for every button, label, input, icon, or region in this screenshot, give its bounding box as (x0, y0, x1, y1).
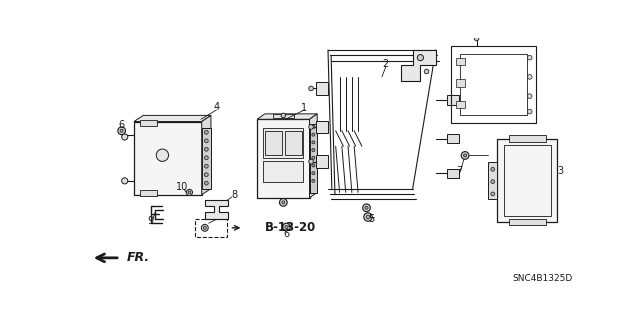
Circle shape (156, 149, 168, 161)
Circle shape (204, 181, 208, 185)
Polygon shape (316, 121, 328, 133)
Circle shape (424, 69, 429, 74)
Circle shape (461, 152, 469, 159)
Polygon shape (202, 116, 211, 195)
Text: B-13-20: B-13-20 (265, 221, 316, 234)
Circle shape (281, 113, 285, 118)
Circle shape (417, 55, 424, 61)
Circle shape (122, 178, 128, 184)
Circle shape (312, 141, 315, 144)
Text: 6: 6 (284, 229, 289, 239)
Circle shape (474, 36, 479, 41)
Circle shape (120, 129, 123, 132)
Polygon shape (257, 119, 310, 198)
Polygon shape (134, 116, 211, 122)
Circle shape (204, 173, 208, 177)
Text: FR.: FR. (126, 251, 149, 264)
Polygon shape (263, 129, 303, 158)
Circle shape (312, 133, 315, 136)
Polygon shape (316, 156, 328, 168)
Polygon shape (265, 131, 282, 155)
Circle shape (312, 148, 315, 152)
Circle shape (527, 109, 532, 114)
Text: 7: 7 (456, 166, 462, 176)
Polygon shape (447, 169, 459, 178)
Polygon shape (257, 114, 317, 119)
Text: 5: 5 (368, 213, 374, 224)
Polygon shape (447, 134, 459, 143)
Circle shape (280, 198, 287, 206)
Circle shape (204, 226, 206, 229)
Text: 2: 2 (383, 59, 389, 69)
Circle shape (283, 223, 291, 231)
Circle shape (204, 139, 208, 143)
Polygon shape (456, 101, 465, 108)
Circle shape (118, 127, 125, 135)
Circle shape (312, 125, 315, 129)
Text: 6: 6 (118, 120, 125, 131)
Circle shape (188, 191, 191, 194)
Circle shape (204, 156, 208, 160)
Circle shape (463, 154, 467, 157)
Text: 4: 4 (213, 102, 220, 112)
Circle shape (491, 167, 495, 171)
Polygon shape (140, 120, 157, 126)
Polygon shape (202, 128, 211, 188)
Polygon shape (401, 50, 436, 81)
Polygon shape (205, 200, 228, 219)
Text: 9: 9 (148, 216, 154, 226)
Polygon shape (285, 131, 302, 155)
Text: SNC4B1325D: SNC4B1325D (512, 274, 572, 283)
Circle shape (363, 204, 371, 212)
Circle shape (308, 86, 314, 91)
Circle shape (491, 192, 495, 196)
Polygon shape (456, 58, 465, 65)
Circle shape (312, 172, 315, 175)
Polygon shape (447, 95, 459, 105)
Circle shape (204, 164, 208, 168)
Circle shape (365, 206, 368, 209)
Circle shape (527, 55, 532, 60)
Circle shape (308, 124, 314, 129)
Circle shape (364, 213, 372, 221)
Polygon shape (273, 114, 294, 118)
Circle shape (122, 134, 128, 140)
Text: 1: 1 (301, 103, 307, 113)
Circle shape (308, 159, 314, 164)
Polygon shape (140, 190, 157, 196)
Circle shape (202, 224, 208, 231)
Polygon shape (310, 124, 317, 193)
Circle shape (527, 75, 532, 79)
Polygon shape (497, 139, 557, 222)
Circle shape (204, 147, 208, 151)
Polygon shape (263, 161, 303, 182)
Polygon shape (134, 122, 202, 195)
Circle shape (312, 179, 315, 182)
Circle shape (204, 131, 208, 134)
Polygon shape (509, 219, 546, 225)
Circle shape (312, 164, 315, 167)
Circle shape (282, 201, 285, 204)
Polygon shape (509, 135, 546, 141)
Polygon shape (310, 114, 317, 198)
Polygon shape (488, 162, 497, 198)
Polygon shape (456, 79, 465, 87)
Circle shape (285, 226, 288, 228)
Circle shape (312, 156, 315, 159)
Text: 10: 10 (175, 182, 188, 192)
Circle shape (527, 94, 532, 99)
Text: 8: 8 (231, 190, 237, 200)
Circle shape (186, 189, 193, 196)
Polygon shape (316, 82, 328, 95)
Circle shape (366, 215, 370, 219)
Text: 3: 3 (557, 166, 564, 176)
Circle shape (491, 180, 495, 184)
